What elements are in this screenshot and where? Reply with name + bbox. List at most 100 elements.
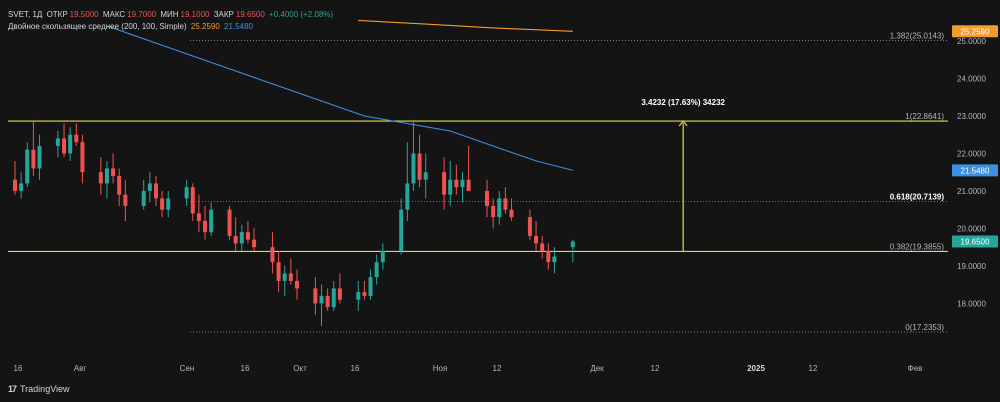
y-tick-label: 25.0000 [957,37,986,46]
legend-open-key: ОТКР [46,10,68,19]
ma-fast-line [106,25,573,171]
candle-body [319,295,324,304]
candle-body [313,288,318,304]
candle-body [540,243,545,251]
legend-symbol[interactable]: SVET, 1Д [8,10,43,19]
fib-level-label: 0.618(20.7139) [890,193,945,202]
x-tick-label: Ноя [433,364,448,373]
brand-name: TradingView [20,384,70,394]
candle-body [534,235,539,244]
candle-body [288,273,293,281]
legend-low-key: МИН [160,10,179,19]
legend-close: 19.6500 [235,10,265,19]
candle-body [227,209,232,236]
candle-body [491,205,496,218]
candle-body [209,209,214,233]
candle-body [123,194,128,206]
x-tick-label: 12 [493,364,502,373]
price-badges: 25.2590 21.5480 19.6500 [952,25,998,248]
legend-high: 19.7000 [127,10,157,19]
ma-indicator-name[interactable]: Двойное скользящее среднее (200, 100, Si… [8,22,187,31]
measure-label: 3.4232 (17.63%) 34232 [641,98,725,107]
candle-body [485,190,490,206]
x-tick-label: 16 [14,364,23,373]
x-tick-label: Авг [74,364,87,373]
price-badge [952,235,998,248]
y-axis: 25.0000 24.0000 23.0000 22.0000 21.0000 20.00… [957,37,986,308]
candle-body [337,288,342,300]
candle-body [411,153,416,184]
candle-body [423,172,428,180]
legend-low: 19.1000 [180,10,210,19]
tradingview-logo-icon: 17 [8,384,17,394]
candle-body [25,149,30,184]
candles [13,119,575,326]
fib-retracement[interactable]: 1.382(25.0143) 1(22.8641) 0.618(20.7139) 0.… [8,31,948,333]
candle-body [466,179,471,191]
candle-body [325,295,330,308]
legend-high-key: МАКС [102,10,126,19]
x-tick-label: 2025 [747,364,765,373]
candle-body [399,209,404,251]
legend-change: +0.4000 (+2.08%) [269,10,334,19]
candle-body [160,198,165,210]
candle-body [380,250,385,263]
candle-body [74,134,79,143]
candle-body [141,190,146,206]
tradingview-brand[interactable]: 17 TradingView [8,384,70,394]
price-badge-label: 19.6500 [961,238,990,247]
fib-level-label: 1(22.8641) [905,112,944,121]
candle-body [62,138,67,154]
candle-body [454,179,459,188]
price-badge [952,25,998,38]
candle-body [368,277,373,296]
price-badge-label: 21.5480 [961,166,990,175]
y-tick-label: 18.0000 [957,299,986,308]
candle-body [184,187,189,199]
candle-body [55,138,60,146]
y-tick-label: 24.0000 [957,74,986,83]
candle-body [190,187,195,214]
x-tick-label: Сен [180,364,195,373]
ma-value-1: 25.2590 [190,22,220,31]
candle-body [374,262,379,278]
moving-averages [106,19,573,171]
x-tick-label: 16 [351,364,360,373]
candle-body [356,292,361,300]
price-badge-label: 25.2590 [961,27,990,36]
price-range-measure[interactable]: 3.4232 (17.63%) 34232 [641,98,726,252]
legend-open: 19.5000 [69,10,99,19]
chart-legend: SVET, 1Д ОТКР 19.5000 МАКС 19.7000 МИН 19.1… [8,9,335,33]
candle-body [196,213,201,221]
candle-body [31,149,36,169]
candle-body [104,168,109,184]
candle-body [203,220,208,233]
candle-body [80,142,85,173]
x-tick-label: Дек [590,364,604,373]
fib-level-label: 0(17.2353) [905,323,944,332]
candle-body [98,172,103,184]
candle-body [233,235,238,244]
candle-body [147,183,152,191]
candle-body [166,198,171,210]
candle-body [460,179,465,188]
y-tick-label: 19.0000 [957,262,986,271]
candle-body [117,175,122,195]
candle-body [111,168,116,176]
candle-body [68,134,73,154]
candle-body [570,241,575,248]
ma-value-2: 21.5480 [224,22,253,31]
x-tick-label: Фев [908,364,923,373]
x-tick-label: 16 [241,364,250,373]
candle-body [417,153,422,180]
candle-body [442,172,447,195]
candle-body [503,198,508,210]
candle-body [509,209,514,218]
candle-body [282,273,287,281]
candle-body [19,183,24,191]
candle-body [153,183,158,199]
x-axis: 16 Авг Сен 16 Окт 16 Ноя 12 Дек 12 2025 12 Фев [14,364,923,373]
y-tick-label: 21.0000 [957,187,986,196]
fib-level-label: 0.382(19.3855) [890,242,945,251]
